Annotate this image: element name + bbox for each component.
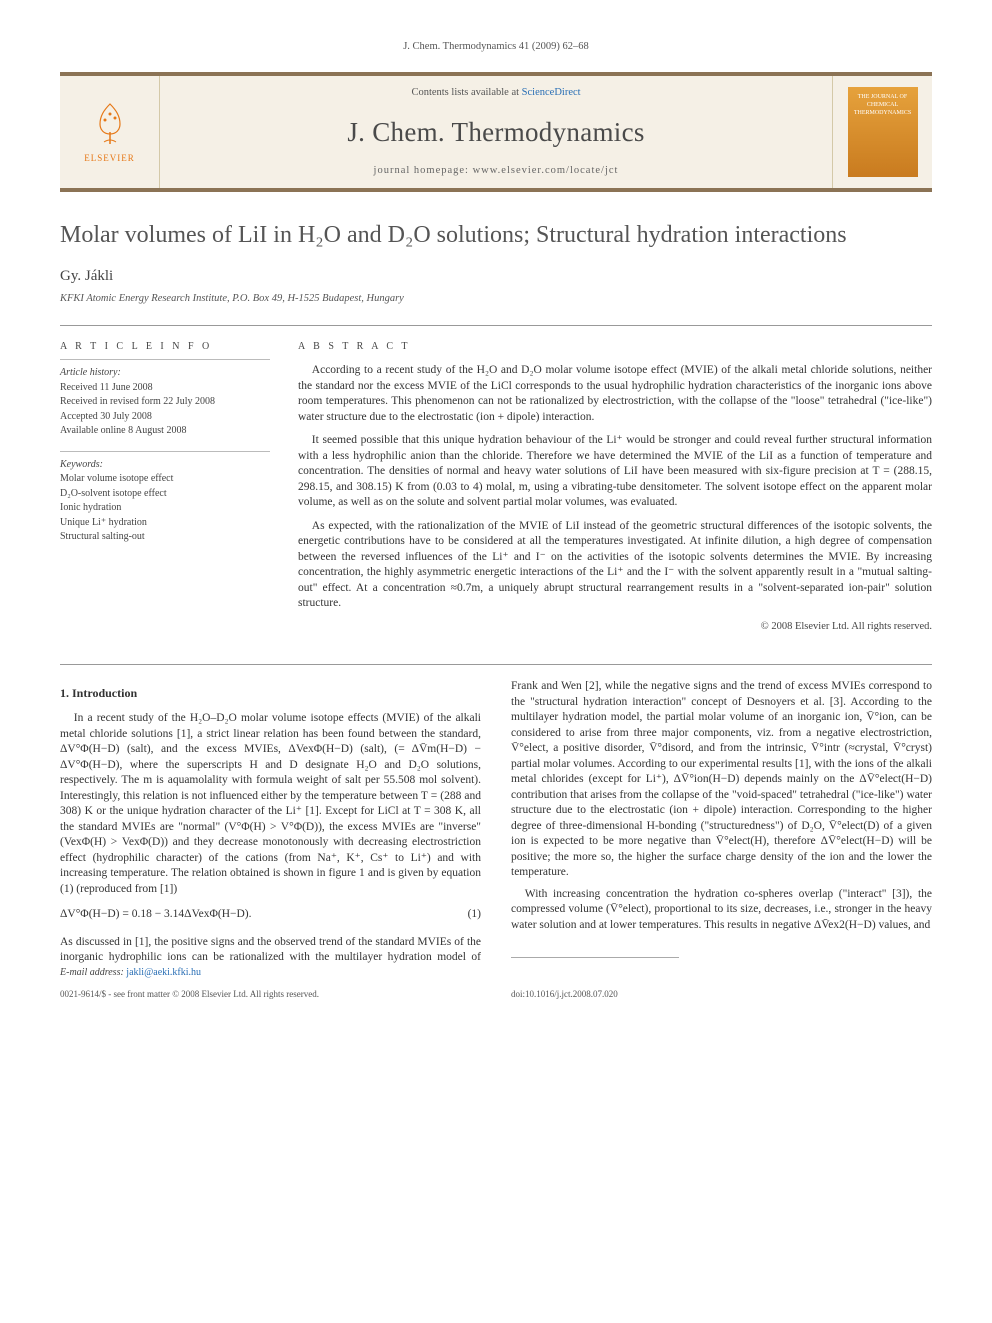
- body-para: With increasing concentration the hydrat…: [511, 887, 932, 934]
- body-two-column: 1. Introduction In a recent study of the…: [60, 679, 932, 1001]
- keyword-item: Ionic hydration: [60, 501, 270, 516]
- cover-title-line1: THE JOURNAL OF CHEMICAL: [852, 93, 914, 109]
- homepage-url: www.elsevier.com/locate/jct: [473, 165, 619, 176]
- abstract-para: As expected, with the rationalization of…: [298, 519, 932, 612]
- article-info-column: A R T I C L E I N F O Article history: R…: [60, 340, 270, 634]
- doi-line: doi:10.1016/j.jct.2008.07.020: [511, 989, 932, 1001]
- journal-masthead: ELSEVIER Contents lists available at Sci…: [60, 72, 932, 192]
- footnote-rule: [511, 957, 679, 958]
- abstract-heading: A B S T R A C T: [298, 340, 932, 354]
- keywords-label: Keywords:: [60, 458, 270, 473]
- divider-rule: [60, 325, 932, 326]
- email-label: E-mail address:: [60, 967, 126, 978]
- author-name: Gy. Jákli: [60, 266, 932, 286]
- journal-cover-thumb: THE JOURNAL OF CHEMICAL THERMODYNAMICS: [848, 87, 918, 177]
- section-heading-intro: 1. Introduction: [60, 685, 481, 701]
- keyword-item: Unique Li⁺ hydration: [60, 516, 270, 531]
- contents-prefix: Contents lists available at: [411, 87, 521, 98]
- publisher-logo-block: ELSEVIER: [60, 76, 160, 188]
- elsevier-tree-icon: [90, 100, 130, 146]
- article-history-block: Article history: Received 11 June 2008 R…: [60, 366, 270, 439]
- history-accepted: Accepted 30 July 2008: [60, 410, 270, 425]
- email-link[interactable]: jakli@aeki.kfki.hu: [126, 967, 201, 978]
- abstract-column: A B S T R A C T According to a recent st…: [298, 340, 932, 634]
- keyword-item: Structural salting-out: [60, 530, 270, 545]
- homepage-prefix: journal homepage:: [374, 165, 473, 176]
- history-revised: Received in revised form 22 July 2008: [60, 395, 270, 410]
- cover-title-line2: THERMODYNAMICS: [852, 109, 914, 117]
- abstract-para: It seemed possible that this unique hydr…: [298, 433, 932, 511]
- equation-1: ΔV°Φ(H−D) = 0.18 − 3.14ΔVexΦ(H−D). (1): [60, 907, 481, 923]
- article-title: Molar volumes of LiI in H₂O and D₂O solu…: [60, 220, 932, 250]
- corresponding-email: E-mail address: jakli@aeki.kfki.hu: [60, 966, 932, 980]
- keyword-item: Molar volume isotope effect: [60, 472, 270, 487]
- info-rule: [60, 451, 270, 452]
- elsevier-logo: ELSEVIER: [84, 100, 135, 164]
- abstract-copyright: © 2008 Elsevier Ltd. All rights reserved…: [298, 620, 932, 634]
- divider-rule: [60, 664, 932, 665]
- journal-homepage-line: journal homepage: www.elsevier.com/locat…: [174, 164, 818, 178]
- contents-available-line: Contents lists available at ScienceDirec…: [174, 86, 818, 100]
- journal-name: J. Chem. Thermodynamics: [174, 114, 818, 150]
- issn-line: 0021-9614/$ - see front matter © 2008 El…: [60, 989, 481, 1001]
- history-online: Available online 8 August 2008: [60, 424, 270, 439]
- issn-doi-block: 0021-9614/$ - see front matter © 2008 El…: [60, 989, 932, 1001]
- sciencedirect-link[interactable]: ScienceDirect: [522, 87, 581, 98]
- history-received: Received 11 June 2008: [60, 381, 270, 396]
- body-para: In a recent study of the H₂O–D₂O molar v…: [60, 711, 481, 897]
- equation-body: ΔV°Φ(H−D) = 0.18 − 3.14ΔVexΦ(H−D).: [60, 907, 252, 923]
- running-head: J. Chem. Thermodynamics 41 (2009) 62–68: [60, 40, 932, 54]
- elsevier-wordmark: ELSEVIER: [84, 152, 135, 164]
- keywords-block: Keywords: Molar volume isotope effect D₂…: [60, 458, 270, 545]
- author-affiliation: KFKI Atomic Energy Research Institute, P…: [60, 292, 932, 306]
- abstract-para: According to a recent study of the H₂O a…: [298, 363, 932, 425]
- keyword-item: D₂O-solvent isotope effect: [60, 487, 270, 502]
- info-rule: [60, 359, 270, 360]
- history-label: Article history:: [60, 366, 270, 381]
- article-info-heading: A R T I C L E I N F O: [60, 340, 270, 354]
- journal-cover-block: THE JOURNAL OF CHEMICAL THERMODYNAMICS: [832, 76, 932, 188]
- equation-number: (1): [468, 907, 481, 923]
